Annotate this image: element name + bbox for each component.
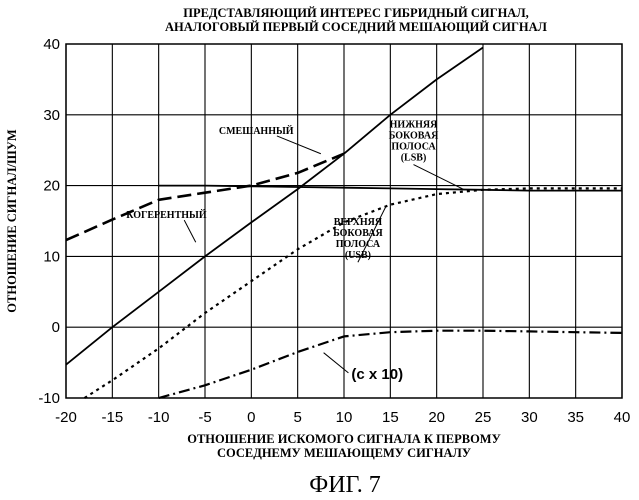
annotation-line: (USB) — [345, 250, 371, 261]
snr-chart: ПРЕДСТАВЛЯЮЩИЙ ИНТЕРЕС ГИБРИДНЫЙ СИГНАЛ,… — [0, 0, 639, 500]
annotation-label-2: КОГЕРЕНТНЫЙ — [126, 209, 207, 221]
x-tick-label: 40 — [614, 409, 631, 426]
x-tick-label: 15 — [382, 409, 399, 426]
x-tick-label: -10 — [148, 409, 170, 426]
annotations: СМЕШАННЫЙКОГЕРЕНТНЫЙНИЖНЯЯБОКОВАЯПОЛОСА(… — [126, 120, 464, 383]
annotation-line: СМЕШАННЫЙ — [219, 125, 294, 137]
y-axis-label: ОТНОШЕНИЕ СИГНАЛ/ШУМ — [5, 129, 19, 313]
annotation-leader-5 — [324, 353, 349, 373]
y-tick-label: -10 — [38, 390, 60, 407]
x-axis-label: ОТНОШЕНИЕ ИСКОМОГО СИГНАЛА К ПЕРВОМУ СОС… — [187, 432, 501, 460]
annotation-line: (c x 10) — [351, 366, 403, 383]
y-tick-label: 20 — [43, 178, 60, 195]
annotation-line: (LSB) — [401, 153, 427, 164]
x-axis-label-line-1: ОТНОШЕНИЕ ИСКОМОГО СИГНАЛА К ПЕРВОМУ — [187, 432, 501, 446]
annotation-line: ПОЛОСА — [336, 239, 381, 250]
annotation-label-1: СМЕШАННЫЙ — [219, 125, 294, 137]
annotation-label-5: (c x 10) — [351, 366, 403, 383]
series-line-1 — [66, 48, 483, 365]
y-tick-label: 0 — [52, 319, 60, 336]
y-tick-label: 30 — [43, 107, 60, 124]
x-tick-label: 10 — [336, 409, 353, 426]
annotation-leader-2 — [184, 220, 196, 242]
y-tick-labels: -10 0 10 20 30 40 — [38, 36, 60, 407]
annotation-line: КОГЕРЕНТНЫЙ — [126, 209, 207, 221]
x-tick-label: -5 — [198, 409, 211, 426]
chart-title: ПРЕДСТАВЛЯЮЩИЙ ИНТЕРЕС ГИБРИДНЫЙ СИГНАЛ,… — [165, 6, 548, 34]
annotation-label-3: НИЖНЯЯБОКОВАЯПОЛОСА(LSB) — [389, 120, 439, 164]
x-tick-label: 25 — [475, 409, 492, 426]
annotation-leader-1 — [277, 136, 321, 154]
y-tick-label: 10 — [43, 248, 60, 265]
chart-title-line-1: ПРЕДСТАВЛЯЮЩИЙ ИНТЕРЕС ГИБРИДНЫЙ СИГНАЛ, — [183, 6, 529, 20]
x-tick-label: 20 — [428, 409, 445, 426]
x-axis-label-line-2: СОСЕДНЕМУ МЕШАЮЩЕМУ СИГНАЛУ — [217, 446, 471, 460]
x-tick-label: 35 — [567, 409, 584, 426]
x-tick-label: -20 — [55, 409, 77, 426]
x-tick-label: -15 — [101, 409, 123, 426]
annotation-line: ПОЛОСА — [391, 142, 436, 153]
annotation-line: НИЖНЯЯ — [390, 120, 438, 131]
x-tick-label: 30 — [521, 409, 538, 426]
figure-label: ФИГ. 7 — [309, 472, 380, 498]
annotation-line: БОКОВАЯ — [389, 131, 439, 142]
y-tick-label: 40 — [43, 36, 60, 53]
annotation-line: БОКОВАЯ — [333, 228, 383, 239]
annotation-label-4: ВЕРХНЯЯБОКОВАЯПОЛОСА(USB) — [333, 217, 383, 261]
chart-title-line-2: АНАЛОГОВЫЙ ПЕРВЫЙ СОСЕДНИЙ МЕШАЮЩИЙ СИГН… — [165, 20, 548, 34]
x-tick-label: 5 — [293, 409, 301, 426]
x-tick-labels: -20 -15 -10 -5 0 5 10 15 20 25 30 35 40 — [55, 409, 630, 426]
x-tick-label: 0 — [247, 409, 255, 426]
